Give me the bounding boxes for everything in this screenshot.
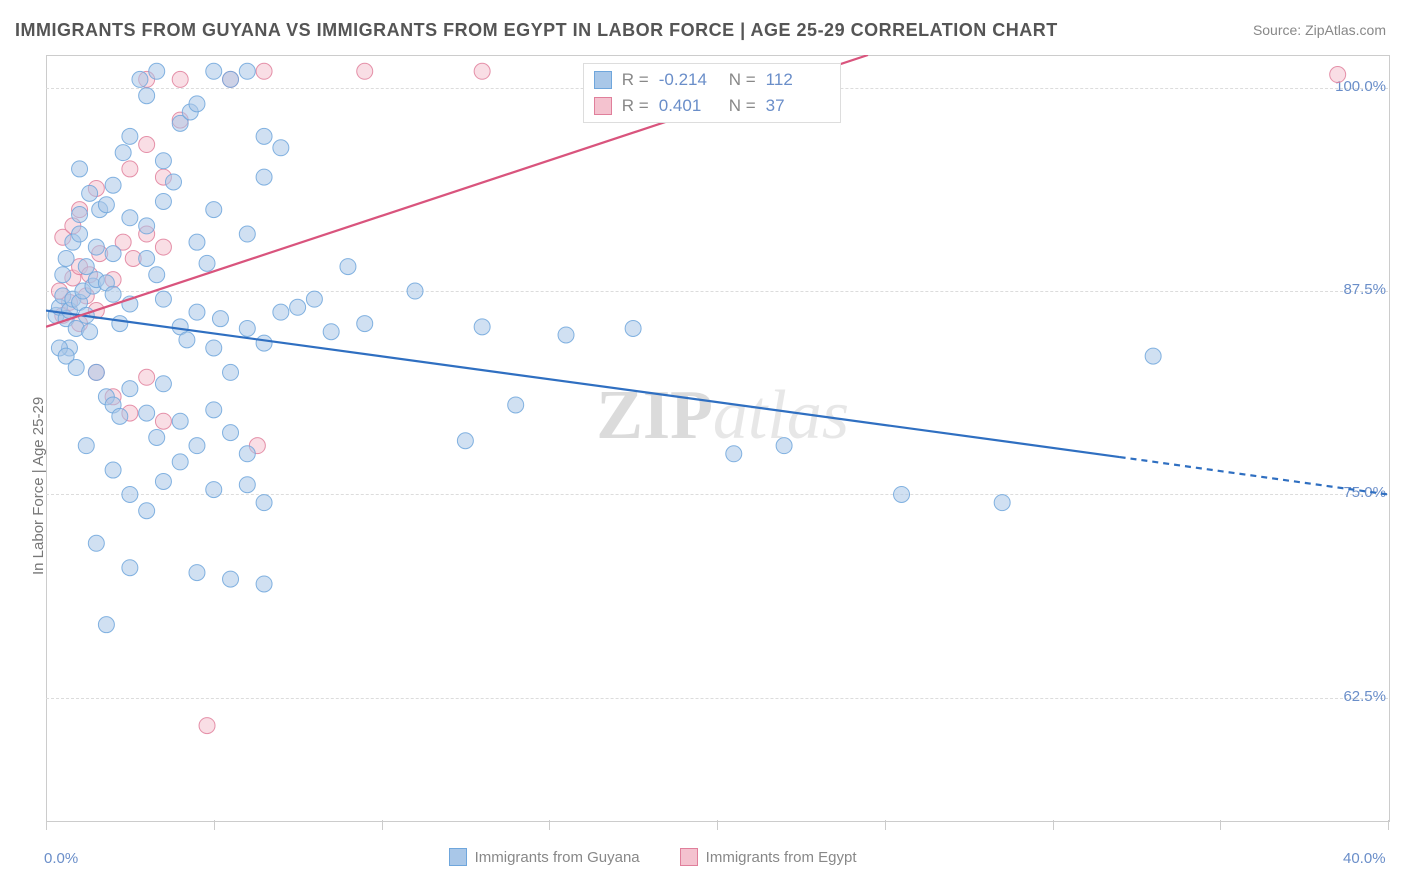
correlation-legend: R =-0.214N =112 R = 0.401N = 37 [583,63,841,123]
correlation-row: R =-0.214N =112 [594,70,826,90]
series-legend: Immigrants from Guyana Immigrants from Eg… [449,848,857,866]
chart-svg [0,0,1406,892]
legend-label: Immigrants from Guyana [475,849,640,866]
legend-item: Immigrants from Guyana [449,848,640,866]
legend-label: Immigrants from Egypt [706,849,857,866]
legend-swatch [594,97,612,115]
legend-swatch [680,848,698,866]
legend-item: Immigrants from Egypt [680,848,857,866]
chart-container: IMMIGRANTS FROM GUYANA VS IMMIGRANTS FRO… [0,0,1406,892]
legend-swatch [449,848,467,866]
correlation-row: R = 0.401N = 37 [594,96,826,116]
legend-swatch [594,71,612,89]
